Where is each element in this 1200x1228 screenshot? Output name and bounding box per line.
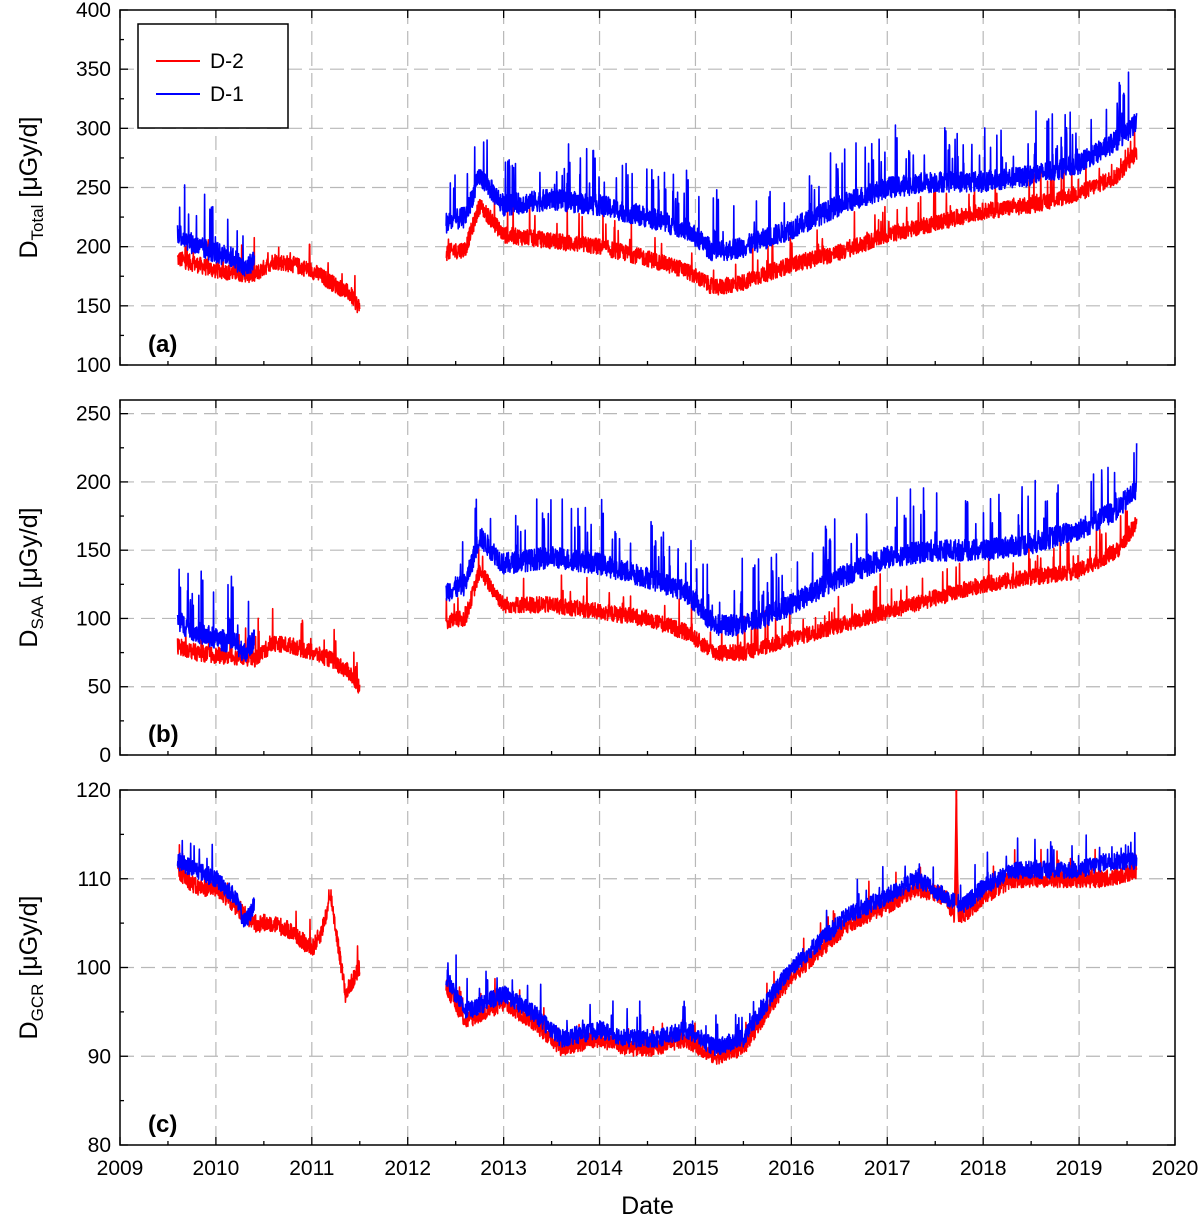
y-tick-label: 100 <box>76 607 111 630</box>
series-line-d-2 <box>445 507 1138 662</box>
x-tick-label: 2018 <box>960 1157 1007 1180</box>
panel-label: (b) <box>148 721 179 748</box>
series-line-d-1 <box>445 443 1138 637</box>
y-tick-label: 100 <box>76 957 111 980</box>
panel-label: (a) <box>148 331 177 358</box>
y-axis-title-subscript: Total <box>28 205 47 241</box>
series-line-d-2 <box>445 798 1138 1065</box>
x-tick-label: 2009 <box>97 1157 144 1180</box>
series-line-d-1 <box>445 71 1138 262</box>
series-line-d-2 <box>177 844 361 1004</box>
x-tick-label: 2016 <box>768 1157 815 1180</box>
legend-box <box>137 23 289 129</box>
y-axis-title: DSAA [μGy/d] <box>15 507 47 647</box>
y-axis-title-main: D <box>15 1021 43 1039</box>
panel-1: 100 150 200 250 300 350 400 DTotal [μGy/d] (a) <box>15 0 1176 377</box>
y-tick-label: 120 <box>76 779 111 802</box>
y-axis-title-unit: [μGy/d] <box>15 896 43 984</box>
x-axis-title: Date <box>621 1192 674 1220</box>
y-tick-label: 80 <box>88 1134 111 1157</box>
legend-label-d-1: D-1 <box>210 83 244 106</box>
y-tick-label: 100 <box>76 354 111 377</box>
x-tick-label: 2010 <box>193 1157 240 1180</box>
y-axis-title: DTotal [μGy/d] <box>15 116 47 258</box>
y-tick-label: 110 <box>78 868 111 891</box>
series-line-d-1 <box>445 831 1138 1057</box>
series-line-d-2 <box>445 126 1138 296</box>
y-axis-title-unit: [μGy/d] <box>15 507 43 595</box>
y-axis-title-unit: [μGy/d] <box>15 116 43 204</box>
series-line-d-1 <box>176 568 256 663</box>
x-tick-label: 2020 <box>1152 1157 1199 1180</box>
y-tick-label: 200 <box>76 236 111 259</box>
series-line-d-1 <box>176 839 256 928</box>
legend: D-2D-1 <box>137 23 289 129</box>
y-tick-label: 150 <box>76 295 111 318</box>
x-tick-label: 2012 <box>384 1157 431 1180</box>
y-tick-label: 50 <box>88 676 111 699</box>
x-tick-label: 2017 <box>864 1157 911 1180</box>
x-tick-label: 2013 <box>480 1157 527 1180</box>
y-tick-label: 350 <box>76 58 111 81</box>
y-axis-title-subscript: SAA <box>28 595 47 630</box>
series-line-d-2 <box>176 235 361 314</box>
series-line-d-2 <box>176 607 361 694</box>
y-tick-label: 250 <box>76 177 111 200</box>
x-tick-label: 2015 <box>672 1157 719 1180</box>
y-axis-title: DGCR [μGy/d] <box>15 896 47 1040</box>
legend-label-d-2: D-2 <box>210 50 244 73</box>
x-tick-label: 2011 <box>289 1157 334 1180</box>
panel-2: 0 50 100 150 200 250 DSAA [μGy/d] (b) <box>15 399 1176 767</box>
x-tick-label: 2014 <box>576 1157 623 1180</box>
panel-3: 2009 2010 2011 2012 2013 2014 2015 2016 2017 2018… <box>15 779 1198 1180</box>
y-tick-label: 300 <box>76 117 111 140</box>
y-tick-label: 90 <box>88 1045 111 1068</box>
y-tick-label: 150 <box>76 539 111 562</box>
y-tick-label: 400 <box>76 0 111 22</box>
y-axis-title-main: D <box>15 630 43 648</box>
series-line-d-1 <box>176 184 256 277</box>
y-tick-label: 200 <box>76 471 111 494</box>
y-axis-title-subscript: GCR <box>28 984 47 1022</box>
y-axis-title-main: D <box>15 240 43 258</box>
y-tick-label: 250 <box>76 403 111 426</box>
panel-label: (c) <box>148 1111 177 1138</box>
y-tick-label: 0 <box>99 744 111 767</box>
x-tick-label: 2019 <box>1056 1157 1103 1180</box>
